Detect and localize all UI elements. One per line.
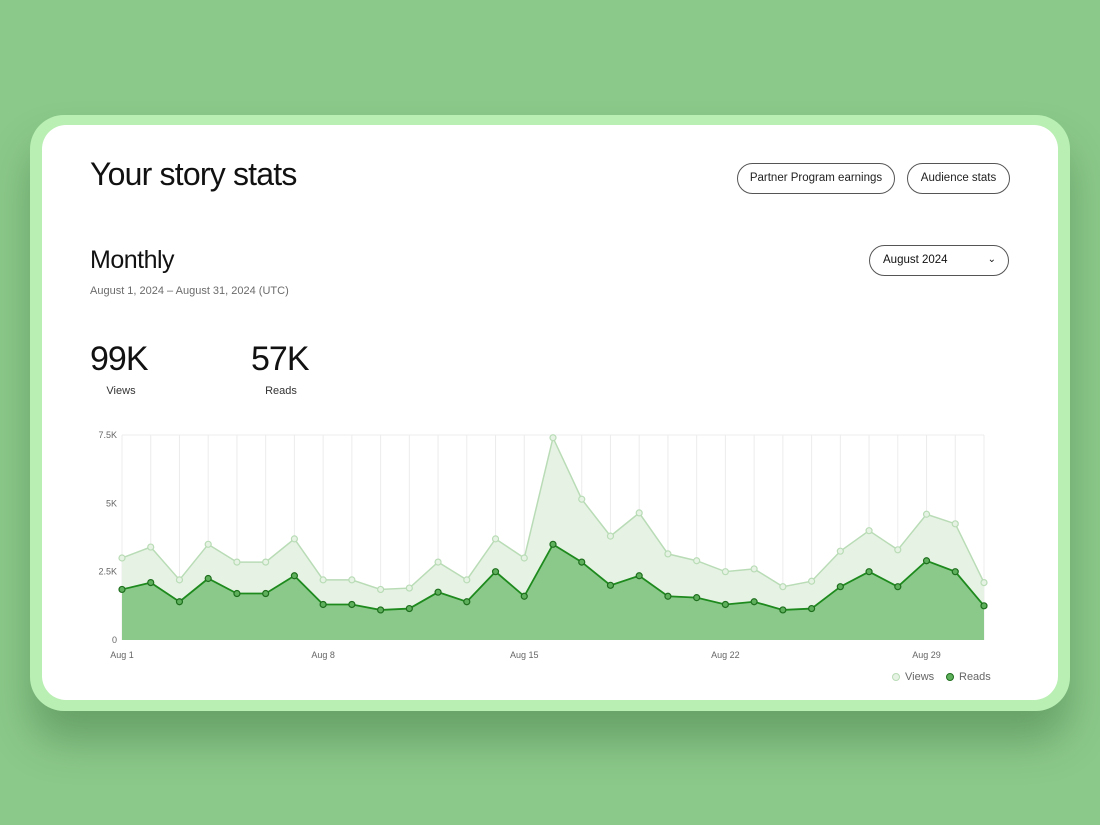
views-point [204, 540, 212, 548]
reads-legend-marker [946, 673, 954, 681]
views-point [233, 558, 241, 566]
views-point [463, 576, 471, 584]
views-point [693, 557, 701, 565]
reads-point [348, 600, 356, 609]
reads-point [606, 581, 615, 589]
reads-point [491, 568, 500, 576]
views-point [779, 583, 787, 591]
views-point [319, 576, 327, 584]
views-point [175, 576, 184, 584]
reads-point [980, 602, 988, 610]
views-point [348, 576, 356, 584]
reads-point [233, 589, 241, 598]
views-point [865, 527, 873, 535]
legend-views: Views [892, 671, 934, 683]
y-tick-label: 7.5K [98, 430, 117, 440]
views-point [578, 495, 586, 503]
reads-point [664, 592, 672, 600]
views-point [434, 558, 442, 566]
views-point [118, 554, 126, 562]
views-point [147, 543, 155, 551]
reads-point [836, 583, 844, 591]
reads-point [204, 574, 212, 583]
views-point [807, 577, 816, 585]
reads-point [319, 600, 327, 609]
chevron-down-icon: ⌄ [987, 254, 996, 265]
views-point [980, 578, 988, 587]
reads-point [779, 606, 787, 614]
reads-point [463, 598, 471, 606]
reads-point [578, 558, 586, 566]
views-point [520, 554, 528, 562]
views-total: 99K [90, 340, 148, 378]
views-total-label: Views [106, 385, 136, 397]
month-select[interactable]: August 2024 ⌄ [869, 245, 1009, 276]
reads-point [175, 598, 184, 606]
legend-reads-label: Reads [959, 671, 991, 683]
reads-point [434, 588, 442, 596]
reads-total: 57K [251, 340, 309, 378]
reads-point [635, 572, 643, 580]
reads-point [290, 572, 298, 580]
y-tick-label: 5K [106, 498, 117, 508]
audience-stats-button[interactable]: Audience stats [907, 163, 1010, 194]
views-point [606, 532, 615, 540]
reads-point [520, 592, 528, 600]
reads-point [262, 589, 270, 598]
views-point [290, 535, 298, 543]
reads-point [377, 606, 385, 614]
x-tick-label: Aug 29 [912, 650, 941, 660]
legend-reads: Reads [946, 671, 991, 683]
reads-point [807, 604, 816, 613]
y-tick-label: 0 [112, 635, 117, 645]
reads-point [118, 585, 126, 594]
views-point [750, 565, 758, 573]
x-tick-label: Aug 22 [711, 650, 740, 660]
stats-chart: 0 2.5K 5K 7.5K Aug 1 Aug 8 Aug 15 Aug 22 Aug 29 [98, 430, 988, 660]
views-point [922, 510, 931, 518]
reads-point [865, 568, 873, 576]
x-tick-label: Aug 1 [110, 650, 134, 660]
x-tick-label: Aug 8 [311, 650, 335, 660]
views-legend-marker [892, 673, 900, 681]
month-select-value: August 2024 [883, 254, 948, 266]
period-heading: Monthly [90, 246, 175, 274]
reads-point [549, 540, 557, 548]
page-title: Your story stats [90, 156, 297, 192]
views-point [664, 550, 672, 558]
date-range: August 1, 2024 – August 31, 2024 (UTC) [90, 285, 289, 297]
views-point [894, 546, 902, 554]
views-point [951, 520, 959, 528]
views-point [549, 434, 557, 442]
views-point [377, 585, 385, 594]
partner-program-earnings-button[interactable]: Partner Program earnings [737, 163, 895, 194]
reads-point [147, 578, 155, 587]
reads-point [405, 604, 413, 613]
views-area [122, 437, 984, 640]
legend-views-label: Views [905, 671, 935, 683]
reads-point [922, 557, 931, 565]
x-tick-label: Aug 15 [510, 650, 539, 660]
views-point [721, 568, 730, 576]
views-point [405, 584, 413, 592]
reads-area [122, 544, 984, 640]
reads-point [693, 594, 701, 602]
reads-point [721, 600, 730, 609]
views-point [635, 509, 643, 517]
views-point [262, 558, 270, 566]
y-tick-label: 2.5K [98, 567, 117, 577]
reads-point [951, 568, 959, 576]
views-point [491, 535, 500, 543]
reads-total-label: Reads [265, 385, 297, 397]
reads-point [894, 583, 902, 591]
reads-point [750, 598, 758, 606]
views-point [836, 547, 844, 555]
